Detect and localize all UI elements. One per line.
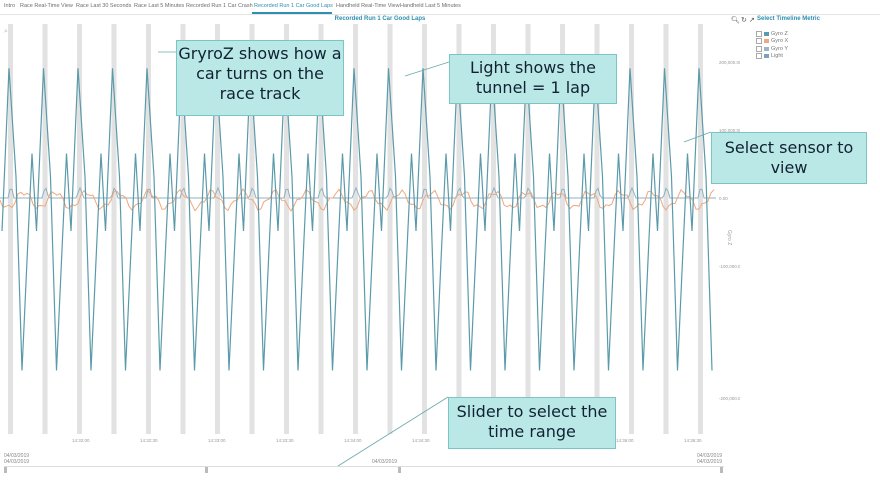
tab-recorded-run-1-car-crash[interactable]: Recorded Run 1 Car Crash xyxy=(186,3,253,9)
timeline-plot[interactable]: 200,000.00 100,000.00 0.00 -100,000.00 -200,… xyxy=(0,24,740,444)
callout-light: Light shows the tunnel = 1 lap xyxy=(449,54,617,104)
lap-band xyxy=(318,24,324,434)
slider-handle-mid-right[interactable] xyxy=(398,467,401,473)
checkbox-icon[interactable] xyxy=(756,53,762,60)
legend-swatch xyxy=(764,39,769,44)
lap-band xyxy=(77,24,82,434)
gyro-x-series-line xyxy=(0,188,715,212)
lap-band xyxy=(42,24,48,434)
slider-handle-left[interactable] xyxy=(4,467,7,473)
legend-label: Gyro X xyxy=(771,38,789,45)
lap-band xyxy=(215,24,220,434)
lap-band xyxy=(180,24,186,434)
lap-band xyxy=(456,24,462,434)
active-tab-indicator xyxy=(252,12,332,14)
lap-band xyxy=(387,24,393,434)
slider-handle-mid-left[interactable] xyxy=(205,467,208,473)
tab-bar: Intro Race Real-Time View Race Last 30 S… xyxy=(0,0,880,15)
lap-band xyxy=(663,24,669,434)
legend-swatch xyxy=(764,31,769,36)
tab-intro[interactable]: Intro xyxy=(4,3,16,9)
chart-title: Recorded Run 1 Car Good Laps xyxy=(334,16,426,22)
legend-item-gyro-y[interactable]: Gyro Y xyxy=(756,45,788,53)
x-tick-label: 14:34:30 xyxy=(412,438,430,443)
lap-band xyxy=(525,24,531,434)
lap-bands xyxy=(8,24,703,434)
legend-swatch xyxy=(764,46,769,51)
slider-date-mid: 04/03/2019 xyxy=(372,459,398,465)
select-timeline-metric-link[interactable]: Select Timeline Metric xyxy=(757,16,820,22)
y-tick-label: -200,000.00 xyxy=(719,396,740,401)
x-tick-label: 14:32:30 xyxy=(140,438,158,443)
y-tick-label: 200,000.00 xyxy=(719,60,740,65)
y-tick-label: 100,000.00 xyxy=(719,128,740,133)
gyro-z-series-line xyxy=(1,68,713,371)
slider-date-start: 04/03/2019 xyxy=(4,459,30,465)
x-date-end: 04/03/2019 xyxy=(697,453,723,459)
lap-band xyxy=(491,24,496,434)
x-tick-label: 14:34:00 xyxy=(344,438,362,443)
legend-swatch xyxy=(764,54,769,59)
lap-band xyxy=(146,24,151,434)
pointer-sensor xyxy=(683,131,712,143)
tab-race-last-30-seconds[interactable]: Race Last 30 Seconds xyxy=(76,3,132,9)
x-tick-label: 14:33:30 xyxy=(276,438,294,443)
callout-slider: Slider to select the time range xyxy=(448,397,616,449)
lap-band xyxy=(284,24,289,434)
tab-recorded-run-1-car-good-laps[interactable]: Recorded Run 1 Car Good Laps xyxy=(254,3,333,9)
lap-band xyxy=(698,24,703,434)
lap-band xyxy=(249,24,255,434)
lap-band xyxy=(422,24,427,434)
light-series-line xyxy=(0,186,716,199)
checkbox-icon[interactable] xyxy=(756,30,762,37)
tab-handheld-last-5-minutes[interactable]: Handheld Last 5 Minutes xyxy=(400,3,461,9)
x-tick-label: 14:33:00 xyxy=(208,438,226,443)
legend-item-gyro-x[interactable]: Gyro X xyxy=(756,38,788,46)
x-tick-label: 14:36:00 xyxy=(616,438,634,443)
pointer-light xyxy=(404,61,450,77)
checkbox-icon[interactable] xyxy=(756,45,762,52)
tab-handheld-real-time-view[interactable]: Handheld Real-Time View xyxy=(336,3,400,9)
legend-label: Light xyxy=(771,53,783,60)
y-tick-label: -100,000.00 xyxy=(719,264,740,269)
lap-band xyxy=(560,24,565,434)
search-icon[interactable]: 🔍︎ xyxy=(731,17,740,24)
y-tick-label: 0.00 xyxy=(719,196,728,201)
x-date-start: 04/03/2019 xyxy=(4,453,30,459)
x-tick-label: 14:32:00 xyxy=(72,438,90,443)
legend-label: Gyro Y xyxy=(771,45,789,52)
legend-label: Gyro Z xyxy=(771,30,788,37)
pointer-slider xyxy=(337,396,449,467)
tab-race-last-5-minutes[interactable]: Race Last 5 Minutes xyxy=(134,3,185,9)
lap-band xyxy=(353,24,358,434)
callout-select-sensor: Select sensor to view xyxy=(711,132,867,184)
lap-band xyxy=(8,24,13,434)
slider-date-end: 04/03/2019 xyxy=(697,459,723,465)
lap-band xyxy=(594,24,600,434)
zoom-in-icon[interactable]: ⌕ xyxy=(4,28,8,35)
x-tick-label: 14:36:30 xyxy=(684,438,702,443)
legend: Gyro Z Gyro X Gyro Y Light xyxy=(756,30,788,60)
refresh-icon[interactable]: ↻ xyxy=(741,17,747,24)
callout-gyroz: GryroZ shows how a car turns on the race… xyxy=(176,40,344,116)
legend-item-gyro-z[interactable]: Gyro Z xyxy=(756,30,788,38)
slider-handle-right[interactable] xyxy=(720,467,723,473)
legend-item-light[interactable]: Light xyxy=(756,53,788,61)
lap-band xyxy=(111,24,117,434)
time-range-slider[interactable] xyxy=(4,466,724,475)
checkbox-icon[interactable] xyxy=(756,38,762,45)
export-icon[interactable]: ↗ xyxy=(749,17,755,24)
tab-race-real-time-view[interactable]: Race Real-Time View xyxy=(20,3,73,9)
y-axis-ticks: 200,000.00 100,000.00 0.00 -100,000.00 -200,… xyxy=(719,60,740,401)
lap-band xyxy=(629,24,634,434)
